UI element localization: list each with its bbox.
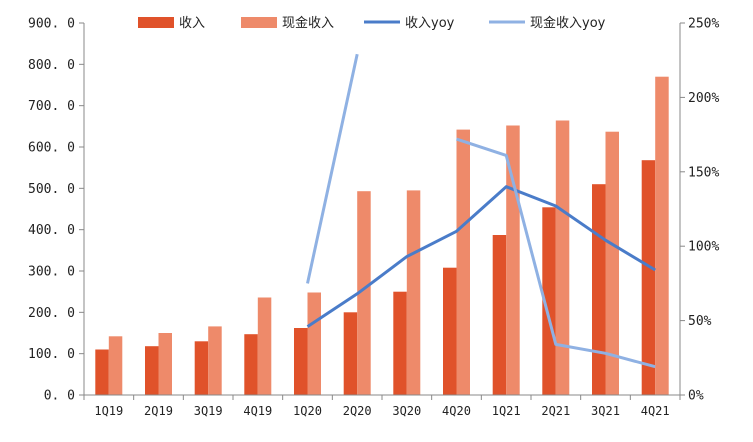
x-tick-label-1Q19: 1Q19	[94, 404, 123, 418]
x-tick-label-3Q20: 3Q20	[392, 404, 421, 418]
x-tick-label-3Q21: 3Q21	[591, 404, 620, 418]
bar-revenue-2Q21	[542, 207, 556, 395]
x-tick-label-1Q21: 1Q21	[492, 404, 521, 418]
y-left-tick-label: 0. 0	[44, 389, 75, 404]
line-revenue-yoy	[306, 185, 656, 328]
y-right-tick-label: 0%	[688, 389, 704, 404]
bar-revenue-2Q19	[145, 346, 159, 395]
bar-revenue-2Q20	[343, 312, 358, 395]
y-right-tick-label: 50%	[688, 314, 712, 329]
y-left-tick-label: 500. 0	[28, 182, 75, 197]
legend-cash-revenue-label: 现金收入	[282, 15, 334, 31]
bar-cash-revenue-2Q19	[158, 333, 172, 395]
bar-revenue-3Q20	[393, 291, 407, 395]
bar-cash-revenue-3Q21	[605, 131, 619, 395]
bar-cash-revenue-4Q20	[456, 129, 470, 395]
bar-cash-revenue-3Q20	[406, 190, 421, 395]
bar-cash-revenue-4Q21	[655, 76, 669, 395]
bar-cash-revenue-2Q20	[357, 191, 371, 395]
x-tick-label-3Q19: 3Q19	[194, 404, 223, 418]
bar-revenue-1Q19	[95, 349, 109, 395]
x-tick-label-4Q19: 4Q19	[243, 404, 272, 418]
bar-revenue-1Q21	[492, 235, 507, 395]
y-right-tick-label: 150%	[688, 165, 719, 180]
bar-revenue-4Q19	[244, 334, 258, 395]
bar-revenue-4Q20	[443, 267, 457, 395]
x-tick-label-2Q19: 2Q19	[144, 404, 173, 418]
bar-cash-revenue-4Q19	[257, 297, 272, 395]
y-left-tick-label: 900. 0	[28, 17, 75, 32]
line-cash-revenue-yoy	[306, 53, 656, 369]
legend-revenue-label: 收入	[179, 16, 205, 31]
x-tick-label-4Q21: 4Q21	[641, 404, 670, 418]
bar-cash-revenue-3Q19	[208, 326, 222, 395]
x-tick-label-1Q20: 1Q20	[293, 404, 322, 418]
x-tick-label-2Q20: 2Q20	[343, 404, 372, 418]
legend-revenue-swatch	[138, 17, 174, 28]
bar-revenue-3Q19	[194, 341, 209, 395]
y-left-tick-label: 600. 0	[28, 141, 75, 156]
bar-revenue-3Q21	[592, 184, 606, 395]
legend-revenue-yoy-label: 收入yoy	[405, 16, 455, 31]
y-left-tick-label: 300. 0	[28, 265, 75, 280]
y-left-tick-label: 700. 0	[28, 99, 75, 114]
y-left-tick-label: 200. 0	[28, 306, 75, 321]
y-left-tick-label: 400. 0	[28, 223, 75, 238]
y-right-tick-label: 100%	[688, 240, 719, 255]
y-right-tick-label: 200%	[688, 91, 719, 106]
bar-revenue-4Q21	[641, 160, 656, 395]
bar-cash-revenue-1Q20	[307, 292, 321, 395]
y-left-tick-label: 100. 0	[28, 347, 75, 362]
bar-cash-revenue-1Q19	[108, 336, 123, 395]
bar-cash-revenue-2Q21	[555, 120, 570, 395]
bar-revenue-1Q20	[294, 328, 308, 395]
y-right-tick-label: 250%	[688, 17, 719, 32]
legend-cash-revenue-swatch	[241, 17, 277, 28]
x-tick-label-4Q20: 4Q20	[442, 404, 471, 418]
y-left-tick-label: 800. 0	[28, 58, 75, 73]
x-tick-label-2Q21: 2Q21	[541, 404, 570, 418]
legend-cash-revenue-yoy-label: 现金收入yoy	[530, 15, 606, 31]
